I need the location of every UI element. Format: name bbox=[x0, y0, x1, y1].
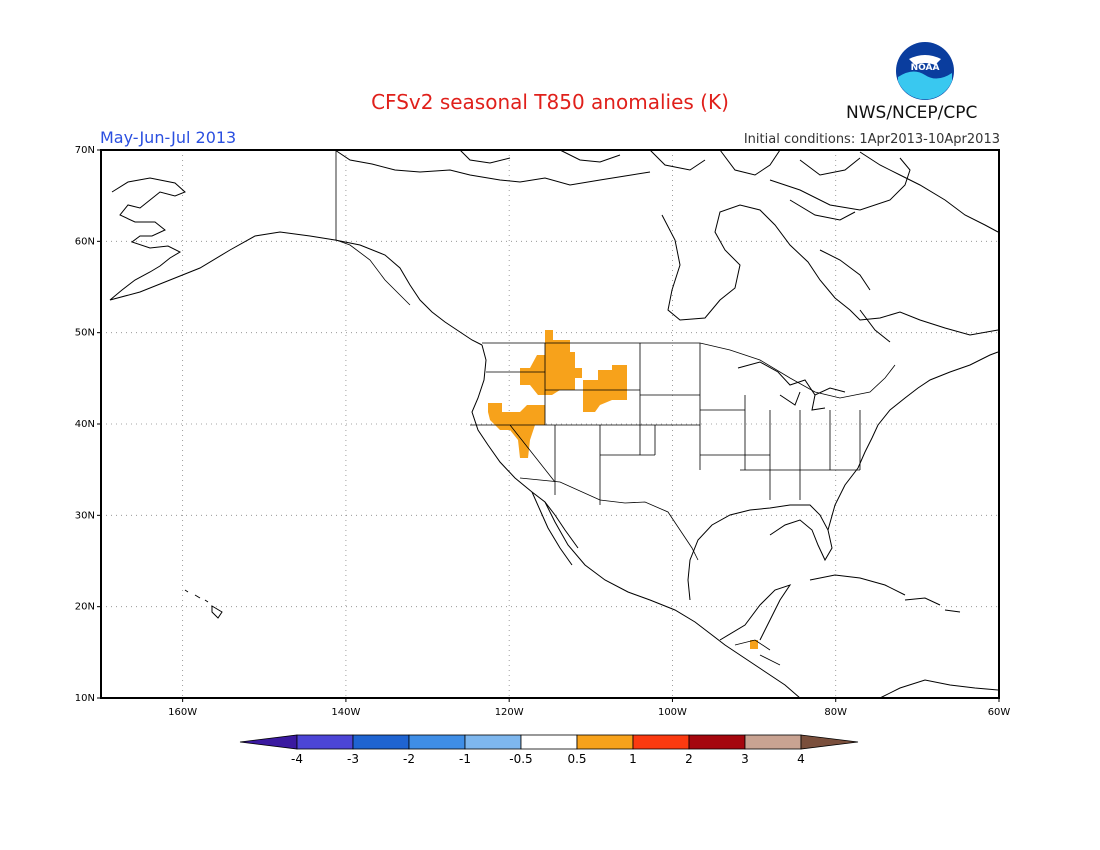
anomaly-patch bbox=[583, 365, 627, 412]
colorbar-label: 0.5 bbox=[567, 752, 586, 766]
forecast-period: May-Jun-Jul 2013 bbox=[100, 128, 237, 147]
coastline-greenland bbox=[859, 151, 999, 233]
border-us-mexico bbox=[519, 477, 699, 561]
lon-tick-label: 120W bbox=[495, 707, 524, 718]
coastline-labrador bbox=[819, 249, 891, 343]
coastline-gulf bbox=[687, 504, 833, 601]
colorbar-swatch bbox=[520, 734, 578, 750]
state-borders bbox=[470, 343, 861, 505]
anomaly-patch bbox=[488, 403, 545, 458]
lat-tick-label: 40N bbox=[75, 419, 95, 430]
coastline-hispaniola bbox=[904, 597, 961, 613]
coastline-hawaii bbox=[184, 589, 223, 619]
border-central-america bbox=[734, 639, 781, 666]
colorbar-swatch bbox=[744, 734, 802, 750]
political-borders bbox=[335, 150, 896, 666]
coastline-arctic bbox=[334, 149, 651, 186]
lon-tick-label: 160W bbox=[168, 707, 197, 718]
agency-label: NWS/NCEP/CPC bbox=[846, 103, 978, 123]
border-alaska-canada bbox=[335, 150, 411, 306]
colorbar-swatch bbox=[688, 734, 746, 750]
coastline-pacific bbox=[471, 344, 801, 699]
coastline-baffin bbox=[769, 157, 911, 211]
coastline-baja bbox=[531, 491, 579, 566]
coastline-hudson-bay bbox=[661, 204, 999, 336]
colorbar-labels: -4 -3 -2 -1 -0.5 0.5 1 2 3 4 bbox=[291, 752, 805, 766]
border-us-canada bbox=[482, 342, 896, 399]
colorbar-swatch bbox=[632, 734, 690, 750]
lon-tick-label: 100W bbox=[658, 707, 687, 718]
coastline-venezuela bbox=[879, 679, 999, 699]
coastline-baffin-south bbox=[789, 199, 856, 221]
noaa-logo-text: NOAA bbox=[911, 63, 940, 73]
lat-tick-label: 10N bbox=[75, 693, 95, 704]
lat-tick-label: 20N bbox=[75, 602, 95, 613]
colorbar-label: -1 bbox=[459, 752, 471, 766]
lon-tick-label: 60W bbox=[988, 707, 1011, 718]
coastline-alaska bbox=[109, 177, 483, 346]
noaa-logo: NOAA bbox=[896, 42, 954, 100]
colorbar-label: 4 bbox=[797, 752, 805, 766]
colorbar-label: 1 bbox=[629, 752, 637, 766]
colorbar-label: -3 bbox=[347, 752, 359, 766]
colorbar-swatch bbox=[408, 734, 466, 750]
anomaly-patch bbox=[750, 640, 758, 649]
lat-tick-label: 70N bbox=[75, 145, 95, 156]
colorbar-swatch bbox=[352, 734, 410, 750]
lon-tick-label: 140W bbox=[331, 707, 360, 718]
coastline-atlantic bbox=[827, 351, 999, 531]
map-axes: 160W 140W 120W 100W 80W 60W 10N 20N 30N 40N 50N 60N… bbox=[75, 145, 1011, 718]
anomaly-field bbox=[488, 330, 758, 649]
colorbar-label: -4 bbox=[291, 752, 303, 766]
coastline-cuba bbox=[809, 574, 906, 596]
colorbar-label: -0.5 bbox=[509, 752, 532, 766]
coastlines bbox=[109, 149, 999, 699]
coastline-arctic-islands bbox=[459, 149, 861, 176]
colorbar-swatch-low bbox=[239, 734, 298, 750]
colorbar-label: 2 bbox=[685, 752, 693, 766]
colorbar-swatch bbox=[576, 734, 634, 750]
chart-title: CFSv2 seasonal T850 anomalies (K) bbox=[371, 90, 729, 114]
colorbar-swatch bbox=[296, 734, 354, 750]
colorbar-label: 3 bbox=[741, 752, 749, 766]
lat-tick-label: 60N bbox=[75, 236, 95, 247]
colorbar-boxes bbox=[239, 734, 859, 750]
coastline-yucatan bbox=[719, 584, 792, 641]
colorbar-swatch-high bbox=[800, 734, 859, 750]
colorbar-swatch bbox=[464, 734, 522, 750]
lat-tick-label: 30N bbox=[75, 510, 95, 521]
anomaly-patch bbox=[520, 330, 582, 395]
lon-tick-label: 80W bbox=[824, 707, 847, 718]
lat-tick-label: 50N bbox=[75, 328, 95, 339]
initial-conditions: Initial conditions: 1Apr2013-10Apr2013 bbox=[743, 132, 1000, 147]
colorbar-label: -2 bbox=[403, 752, 415, 766]
